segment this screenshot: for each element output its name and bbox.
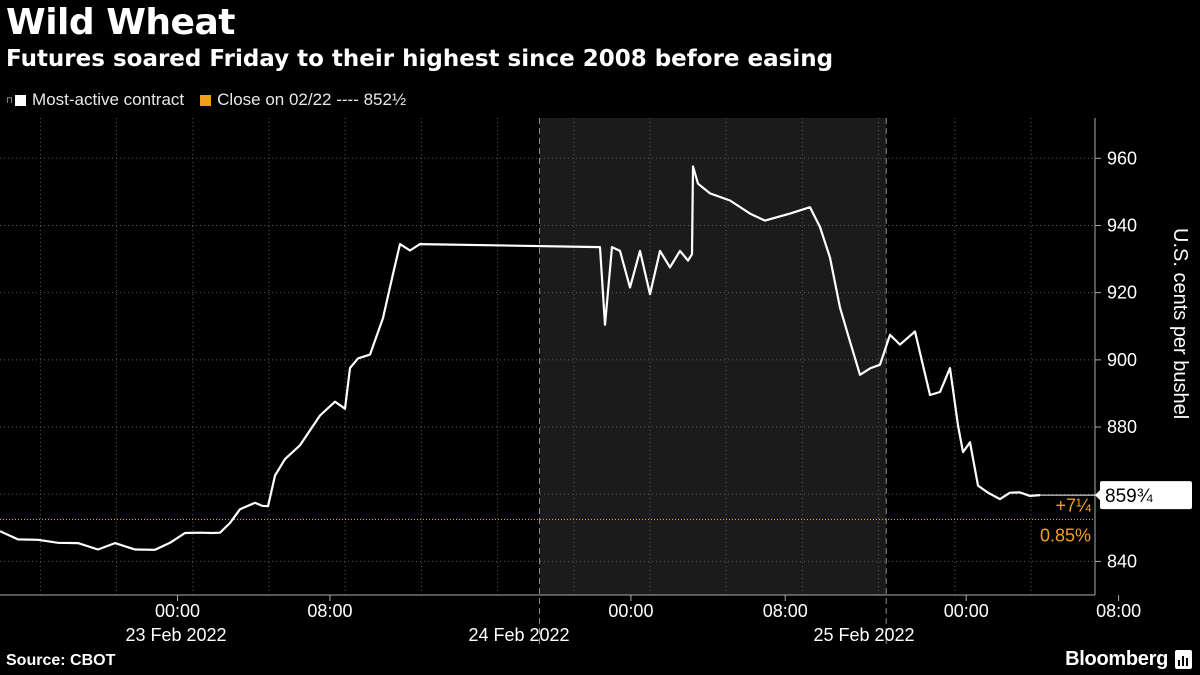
series-line-most-active bbox=[0, 165, 1041, 551]
chart-subtitle: Futures soared Friday to their highest s… bbox=[6, 46, 834, 72]
x-tick-label: 00:00 bbox=[608, 601, 653, 621]
x-tick-label: 00:00 bbox=[944, 601, 989, 621]
legend-swatch-close bbox=[200, 94, 212, 106]
x-date-label: 23 Feb 2022 bbox=[125, 625, 226, 645]
y-tick-label: 840 bbox=[1107, 551, 1137, 571]
x-tick-label: 08:00 bbox=[307, 601, 352, 621]
last-value-box bbox=[1100, 481, 1192, 510]
brand-logo: Bloomberg bbox=[1065, 648, 1168, 670]
legend-series-label: Most-active contract bbox=[32, 90, 185, 109]
y-tick-label: 960 bbox=[1107, 148, 1137, 168]
legend-line-icon: ⊓ bbox=[6, 94, 14, 105]
last-value-label: 859¾ bbox=[1105, 486, 1154, 507]
change-abs-label: +7¼ bbox=[1055, 495, 1092, 515]
x-tick-label: 00:00 bbox=[155, 601, 200, 621]
legend-close-label: Close on 02/22 ---- 852½ bbox=[217, 90, 407, 109]
y-tick-label: 920 bbox=[1107, 283, 1137, 303]
x-date-label: 25 Feb 2022 bbox=[813, 625, 914, 645]
y-axis-title: U.S. cents per bushel bbox=[1169, 228, 1191, 419]
source-note: Source: CBOT bbox=[6, 652, 116, 669]
y-tick-label: 900 bbox=[1107, 350, 1137, 370]
legend-swatch-series bbox=[15, 94, 27, 106]
legend: ⊓ Most-active contract Close on 02/22 --… bbox=[6, 90, 406, 110]
x-tick-label: 08:00 bbox=[763, 601, 808, 621]
last-value-pointer bbox=[1095, 489, 1101, 502]
x-date-label: 24 Feb 2022 bbox=[468, 625, 569, 645]
brand-badge-icon bbox=[1175, 650, 1192, 669]
y-tick-label: 940 bbox=[1107, 215, 1137, 235]
x-tick-label: 08:00 bbox=[1096, 601, 1141, 621]
change-pct-label: 0.85% bbox=[1040, 525, 1091, 545]
chart-title: Wild Wheat bbox=[6, 2, 235, 43]
shaded-day-band bbox=[539, 118, 887, 595]
y-tick-label: 880 bbox=[1107, 417, 1137, 437]
